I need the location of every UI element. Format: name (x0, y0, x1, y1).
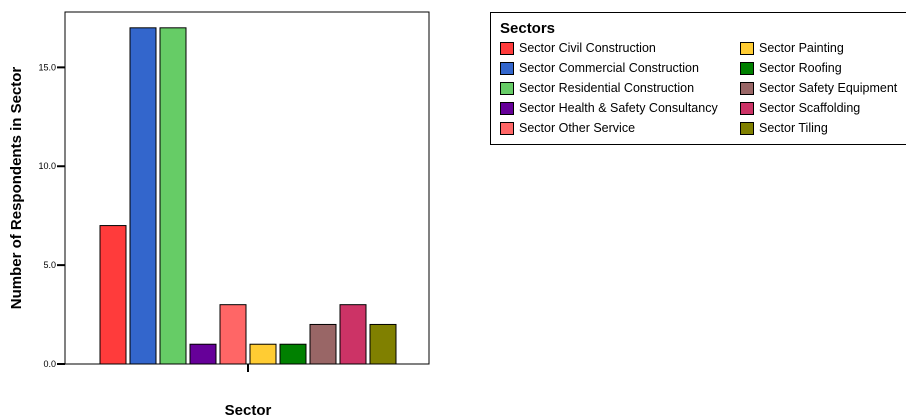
legend-label: Sector Painting (759, 41, 844, 55)
legend-label: Sector Roofing (759, 61, 842, 75)
legend-item: Sector Safety Equipment (740, 80, 897, 96)
y-tick-label: 0.0 (43, 359, 56, 369)
x-axis-title: Sector (225, 402, 272, 419)
legend-swatch (500, 61, 514, 75)
legend-item: Sector Roofing (740, 60, 842, 76)
legend-label: Sector Other Service (519, 121, 636, 135)
y-axis: 0.0 5.0 10.0 15.0 (38, 62, 65, 369)
bar-3 (159, 27, 187, 365)
legend: Sectors Sector Civil Construction Sector … (490, 12, 906, 145)
legend-label: Sector Civil Construction (519, 41, 656, 55)
legend-swatch (500, 41, 514, 55)
legend-label: Sector Health & Safety Consultancy (519, 101, 718, 115)
legend-title: Sectors (500, 20, 556, 37)
legend-item: Sector Painting (740, 40, 844, 56)
bar-6 (249, 343, 277, 365)
bar-7 (279, 343, 307, 365)
legend-swatch (740, 61, 754, 75)
y-tick-label: 5.0 (43, 260, 56, 270)
legend-label: Sector Tiling (759, 121, 828, 135)
bars (99, 27, 397, 365)
legend-swatch (500, 121, 514, 135)
legend-swatch (740, 41, 754, 55)
legend-item: Sector Commercial Construction (500, 60, 699, 76)
bar-2 (129, 27, 157, 365)
bar-10 (369, 323, 397, 365)
legend-label: Sector Scaffolding (759, 101, 861, 115)
legend-label: Sector Commercial Construction (519, 61, 699, 75)
bar-5 (219, 304, 247, 365)
legend-item: Sector Civil Construction (500, 40, 656, 56)
y-axis-title: Number of Respondents in Sector (8, 67, 25, 310)
legend-swatch (740, 81, 754, 95)
legend-item: Sector Health & Safety Consultancy (500, 100, 718, 116)
legend-item: Sector Other Service (500, 120, 635, 136)
legend-item: Sector Tiling (740, 120, 828, 136)
legend-swatch (500, 81, 514, 95)
legend-swatch (740, 121, 754, 135)
y-tick-label: 15.0 (38, 62, 56, 72)
y-tick-label: 10.0 (38, 161, 56, 171)
legend-swatch (500, 101, 514, 115)
legend-item: Sector Scaffolding (740, 100, 860, 116)
legend-label: Sector Safety Equipment (759, 81, 898, 95)
bar-9 (339, 304, 367, 365)
bar-1 (99, 225, 127, 365)
legend-label: Sector Residential Construction (519, 81, 695, 95)
bar-8 (309, 323, 337, 365)
bar-4 (189, 343, 217, 365)
legend-swatch (740, 101, 754, 115)
legend-item: Sector Residential Construction (500, 80, 694, 96)
